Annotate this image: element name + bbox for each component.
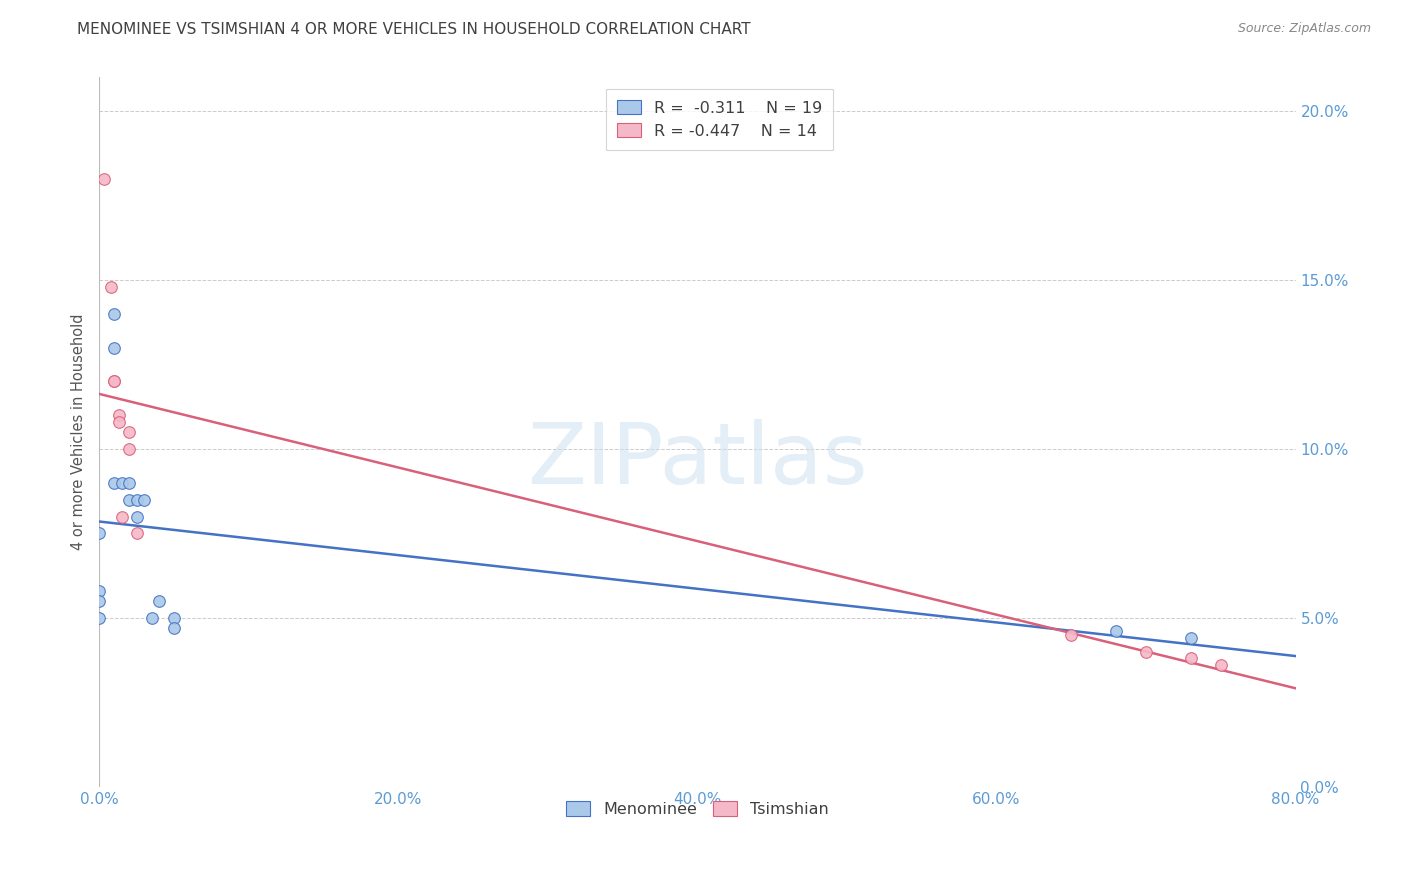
Point	[89, 611, 111, 625]
Point	[111, 475, 134, 490]
Point	[93, 171, 115, 186]
Point	[125, 509, 148, 524]
Y-axis label: 4 or more Vehicles in Household: 4 or more Vehicles in Household	[72, 314, 86, 550]
Text: MENOMINEE VS TSIMSHIAN 4 OR MORE VEHICLES IN HOUSEHOLD CORRELATION CHART: MENOMINEE VS TSIMSHIAN 4 OR MORE VEHICLE…	[77, 22, 751, 37]
Point	[108, 415, 131, 429]
Point	[118, 442, 141, 456]
Point	[103, 307, 125, 321]
Point	[1060, 628, 1083, 642]
Point	[163, 611, 186, 625]
Point	[118, 492, 141, 507]
Point	[125, 492, 148, 507]
Point	[163, 621, 186, 635]
Point	[1180, 631, 1202, 645]
Point	[89, 594, 111, 608]
Point	[103, 475, 125, 490]
Point	[111, 509, 134, 524]
Point	[134, 492, 156, 507]
Point	[103, 375, 125, 389]
Point	[1105, 624, 1128, 639]
Point	[118, 475, 141, 490]
Point	[141, 611, 163, 625]
Point	[100, 280, 122, 294]
Point	[103, 375, 125, 389]
Text: ZIPatlas: ZIPatlas	[527, 419, 868, 502]
Text: Source: ZipAtlas.com: Source: ZipAtlas.com	[1237, 22, 1371, 36]
Point	[103, 341, 125, 355]
Point	[148, 594, 170, 608]
Point	[1135, 645, 1157, 659]
Point	[108, 409, 131, 423]
Point	[118, 425, 141, 439]
Point	[89, 583, 111, 598]
Point	[1209, 658, 1232, 673]
Legend: Menominee, Tsimshian: Menominee, Tsimshian	[558, 793, 837, 825]
Point	[1180, 651, 1202, 665]
Point	[125, 526, 148, 541]
Point	[89, 526, 111, 541]
